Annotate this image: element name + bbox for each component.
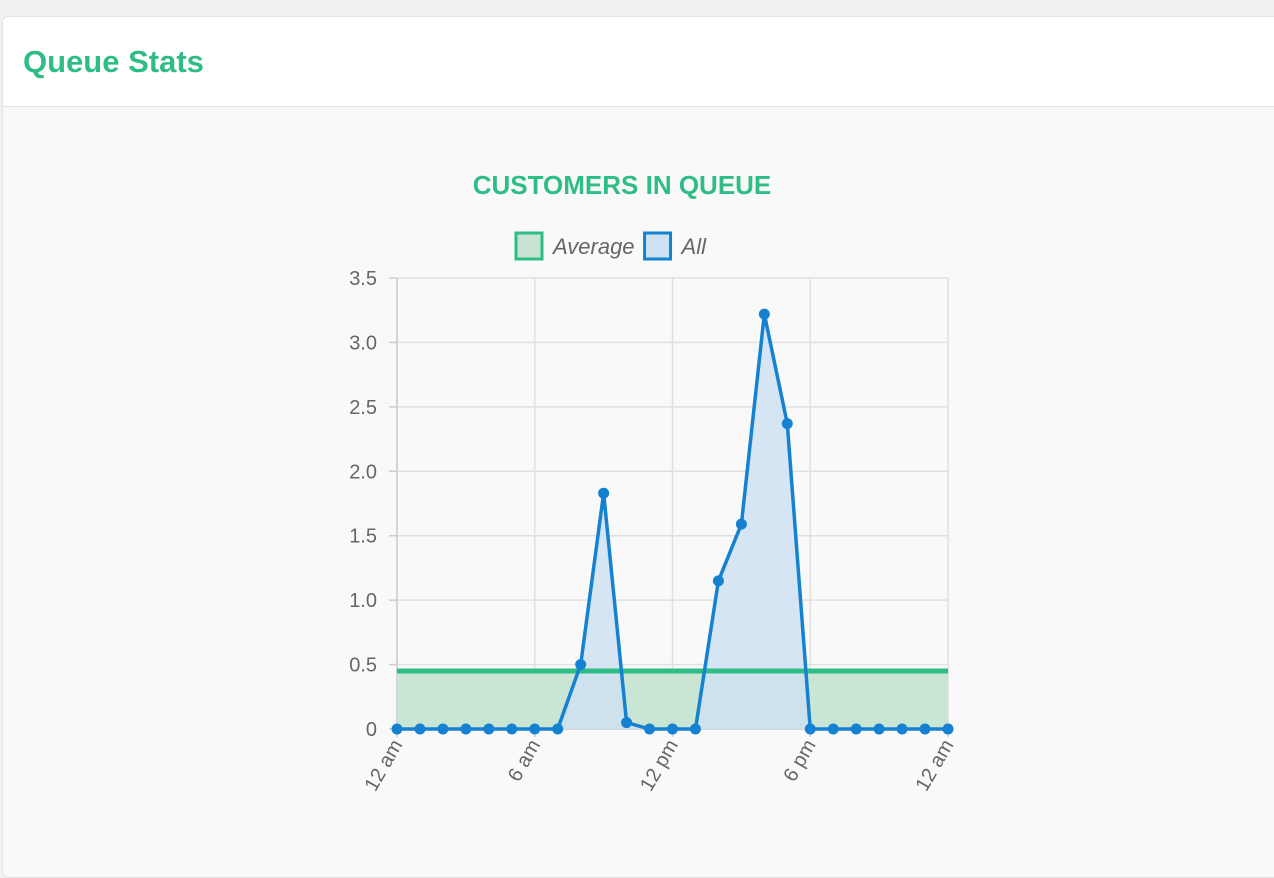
x-tick-label: 12 am — [361, 736, 408, 795]
all-point[interactable] — [529, 723, 541, 735]
queue-stats-card: Queue Stats — [2, 16, 1274, 878]
x-tick-label: 12 am — [912, 736, 959, 795]
all-point[interactable] — [850, 723, 862, 735]
card-title: Queue Stats — [23, 44, 204, 79]
all-point[interactable] — [919, 723, 931, 735]
x-tick-label: 6 pm — [779, 736, 820, 786]
legend-swatch — [514, 231, 544, 261]
chart-legend: Average All — [514, 231, 708, 261]
all-point[interactable] — [391, 723, 403, 735]
all-point[interactable] — [689, 723, 701, 735]
y-tick-label: 3.5 — [349, 268, 377, 290]
x-tick-label: 12 pm — [636, 736, 683, 795]
legend-label: Average — [551, 234, 635, 259]
legend-label: All — [680, 234, 708, 259]
average-area — [397, 671, 948, 729]
x-axis-ticks: 12 am 6 am 12 pm 6 pm 12 am — [361, 736, 959, 795]
chart-title: CUSTOMERS IN QUEUE — [473, 170, 772, 200]
y-tick-label: 3.0 — [349, 332, 377, 354]
all-point[interactable] — [827, 723, 839, 735]
all-point[interactable] — [414, 723, 426, 735]
all-point[interactable] — [552, 723, 564, 735]
all-point[interactable] — [598, 487, 610, 499]
chart-grid — [389, 277, 949, 737]
all-point[interactable] — [437, 723, 449, 735]
chart-points — [391, 308, 954, 735]
all-point[interactable] — [621, 717, 633, 729]
all-point[interactable] — [644, 723, 656, 735]
all-point[interactable] — [506, 723, 518, 735]
y-tick-label: 2.5 — [349, 397, 377, 419]
y-tick-label: 0 — [366, 719, 377, 741]
all-point[interactable] — [804, 723, 816, 735]
y-tick-label: 1.5 — [349, 526, 377, 548]
y-tick-label: 1.0 — [349, 590, 377, 612]
all-point[interactable] — [942, 723, 954, 735]
card-header: Queue Stats — [3, 17, 1274, 107]
all-point[interactable] — [735, 518, 747, 530]
all-point[interactable] — [483, 723, 495, 735]
all-point[interactable] — [873, 723, 885, 735]
y-axis-ticks: 0 0.5 1.0 1.5 2.0 2.5 3.0 3.5 — [349, 268, 377, 741]
y-tick-label: 0.5 — [349, 655, 377, 677]
all-point[interactable] — [667, 723, 678, 735]
legend-item-all[interactable]: All — [643, 231, 708, 261]
all-point[interactable] — [781, 418, 793, 430]
all-point[interactable] — [758, 308, 770, 320]
y-tick-label: 2.0 — [349, 461, 377, 483]
legend-item-average[interactable]: Average — [514, 231, 635, 261]
all-point[interactable] — [712, 575, 724, 587]
all-point[interactable] — [460, 723, 472, 735]
x-tick-label: 6 am — [504, 736, 545, 786]
all-point[interactable] — [896, 723, 908, 735]
all-point[interactable] — [575, 659, 587, 671]
legend-swatch — [643, 231, 673, 261]
